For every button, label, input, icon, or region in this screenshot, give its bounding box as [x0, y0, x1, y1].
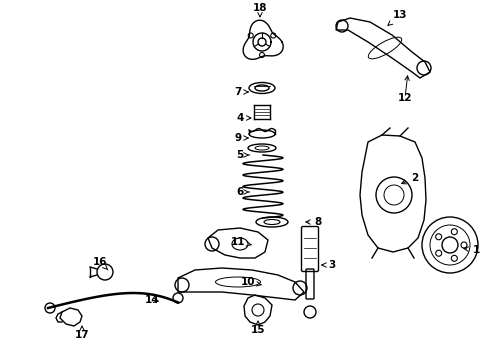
- Text: 1: 1: [464, 245, 480, 255]
- Text: 4: 4: [236, 113, 251, 123]
- Text: 18: 18: [253, 3, 267, 17]
- Text: 10: 10: [241, 277, 261, 287]
- Text: 8: 8: [306, 217, 321, 227]
- Text: 2: 2: [402, 173, 418, 184]
- Text: 5: 5: [236, 150, 249, 160]
- Text: 9: 9: [234, 133, 248, 143]
- Text: 13: 13: [388, 10, 407, 26]
- Text: 12: 12: [398, 93, 412, 103]
- Text: 15: 15: [251, 321, 265, 335]
- Text: 11: 11: [231, 237, 251, 247]
- Text: 14: 14: [145, 295, 159, 305]
- Text: 17: 17: [74, 326, 89, 340]
- Text: 7: 7: [234, 87, 248, 97]
- Text: 6: 6: [236, 187, 249, 197]
- Text: 16: 16: [93, 257, 108, 270]
- Text: 3: 3: [322, 260, 336, 270]
